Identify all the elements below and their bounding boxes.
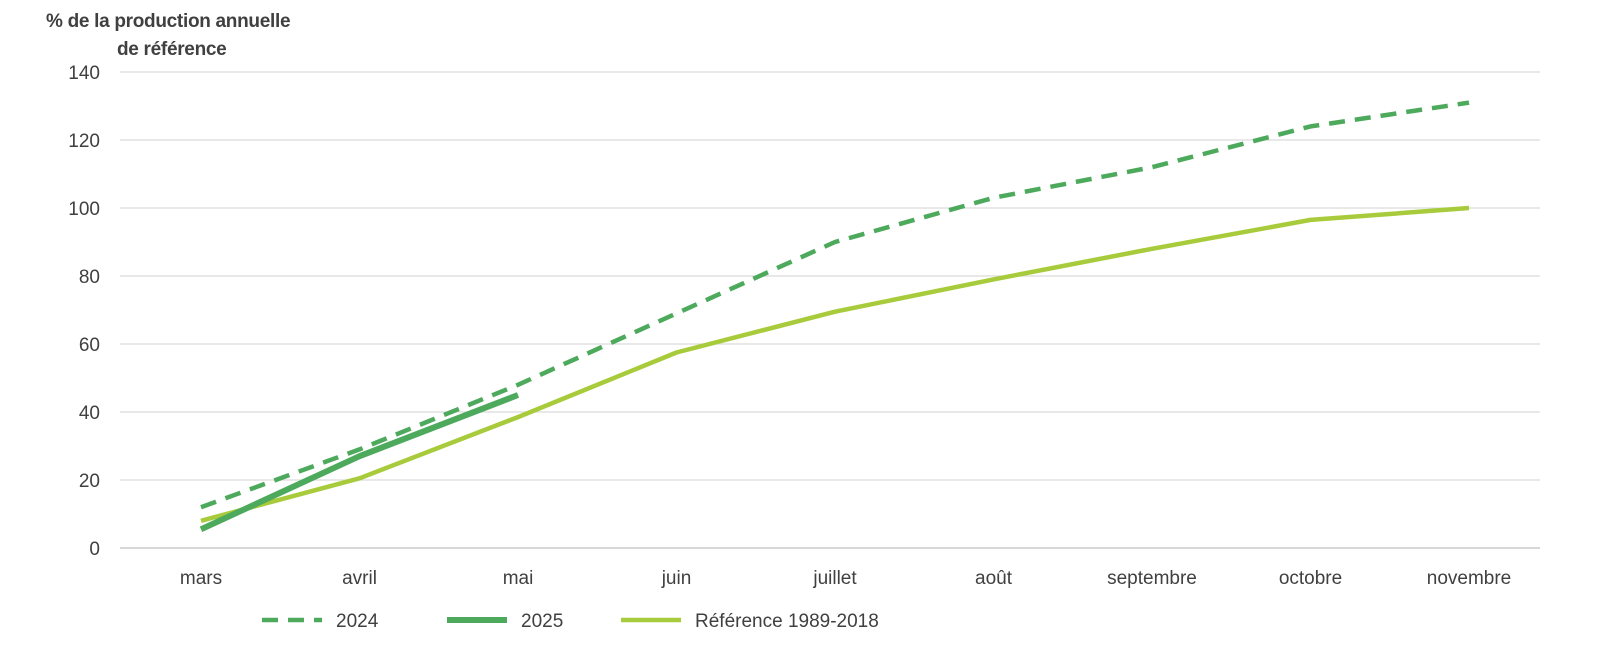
legend: 2024 2025 Référence 1989-2018 <box>262 611 879 632</box>
x-tick-label: juin <box>661 568 692 589</box>
series-line-2025 <box>199 392 520 533</box>
y-tick-label: 140 <box>68 63 100 84</box>
x-axis-ticks: mars avril mai juin juillet août septembre octo… <box>180 568 1511 589</box>
series-line-2024 <box>200 100 1470 510</box>
x-tick-label: octobre <box>1279 568 1342 589</box>
y-axis-title-line1: % de la production annuelle <box>46 11 291 32</box>
y-axis-ticks: 0 20 40 60 80 100 120 140 <box>68 63 100 560</box>
x-tick-label: avril <box>342 568 377 589</box>
y-tick-label: 60 <box>79 335 100 356</box>
x-tick-label: juillet <box>812 568 857 589</box>
legend-label: 2025 <box>521 611 563 632</box>
y-tick-label: 80 <box>79 267 100 288</box>
x-tick-label: septembre <box>1107 568 1197 589</box>
series-line-reference <box>200 205 1470 523</box>
x-tick-label: août <box>975 568 1013 589</box>
y-tick-label: 40 <box>79 403 100 424</box>
y-tick-label: 20 <box>79 471 100 492</box>
legend-label: Référence 1989-2018 <box>695 611 879 632</box>
y-axis-title: % de la production annuelle de référence <box>46 8 291 64</box>
legend-label: 2024 <box>336 611 379 632</box>
x-tick-label: mars <box>180 568 222 589</box>
series-lines <box>199 100 1470 533</box>
y-tick-label: 120 <box>68 131 100 152</box>
gridlines <box>120 71 1540 549</box>
x-tick-label: novembre <box>1427 568 1512 589</box>
y-tick-label: 100 <box>68 199 100 220</box>
y-tick-label: 0 <box>89 539 100 560</box>
y-axis-title-line2: de référence <box>117 39 227 60</box>
x-tick-label: mai <box>503 568 534 589</box>
